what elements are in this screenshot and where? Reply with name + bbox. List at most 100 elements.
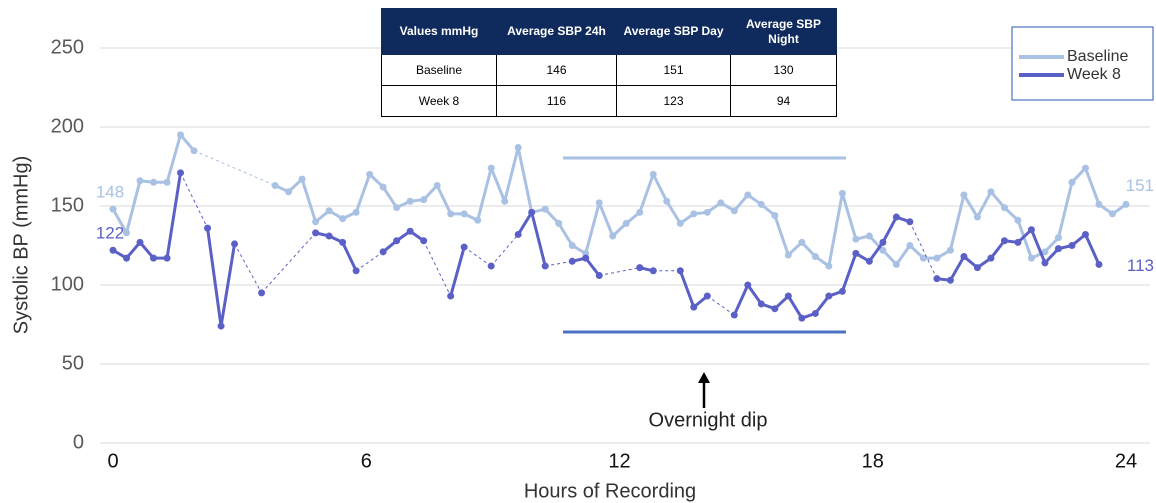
- data-point: [879, 238, 887, 246]
- data-point: [757, 200, 765, 208]
- data-point: [136, 238, 144, 246]
- data-point: [1027, 226, 1035, 234]
- data-point: [474, 216, 482, 224]
- data-point: [312, 229, 320, 237]
- data-point: [1000, 237, 1008, 245]
- legend-label: Baseline: [1067, 48, 1128, 65]
- data-point: [649, 170, 657, 178]
- data-point: [217, 322, 225, 330]
- series-line: [678, 270, 709, 309]
- data-point: [123, 229, 131, 237]
- y-tick-label: 150: [51, 194, 84, 216]
- data-point: [690, 303, 698, 311]
- data-point: [501, 197, 509, 205]
- data-point: [1108, 210, 1116, 218]
- table-cell: Week 8: [381, 85, 497, 117]
- data-point: [946, 246, 954, 254]
- data-point: [1054, 234, 1062, 242]
- data-point: [568, 242, 576, 249]
- data-point: [460, 243, 468, 251]
- data-point: [514, 230, 522, 238]
- data-point: [325, 207, 333, 215]
- data-point: [730, 311, 738, 319]
- data-point: [595, 199, 603, 207]
- gap-connector: [423, 240, 452, 297]
- data-point: [636, 264, 644, 272]
- data-point: [447, 292, 455, 300]
- data-point: [1000, 204, 1008, 212]
- data-point: [285, 188, 293, 196]
- data-point: [420, 237, 428, 245]
- data-point: [865, 257, 873, 265]
- data-point: [339, 215, 347, 223]
- data-point: [703, 208, 711, 216]
- data-point: [406, 197, 414, 205]
- gap-connector: [707, 295, 735, 316]
- start-label: 122: [96, 224, 124, 243]
- data-point: [352, 208, 360, 216]
- y-axis-label: Systolic BP (mmHg): [10, 156, 32, 335]
- data-point: [892, 260, 900, 268]
- data-point: [906, 242, 914, 249]
- series-line: [274, 146, 1127, 268]
- data-point: [879, 246, 887, 254]
- data-point: [420, 196, 428, 204]
- data-point: [1041, 248, 1049, 256]
- data-point: [487, 262, 495, 270]
- data-point: [163, 254, 171, 262]
- data-point: [622, 219, 630, 227]
- data-point: [393, 237, 401, 245]
- data-point: [757, 300, 765, 308]
- end-label: 151: [1126, 176, 1154, 195]
- data-point: [933, 275, 941, 283]
- x-tick-label: 18: [862, 450, 884, 472]
- data-point: [150, 178, 158, 186]
- data-point: [798, 238, 806, 246]
- data-point: [541, 205, 549, 213]
- table-cell: 130: [730, 54, 837, 86]
- data-point: [379, 248, 387, 256]
- data-point: [379, 183, 387, 191]
- data-point: [487, 164, 495, 172]
- data-point: [366, 170, 374, 178]
- gap-connector: [261, 232, 316, 294]
- data-point: [946, 276, 954, 284]
- data-point: [1054, 245, 1062, 253]
- y-tick-label: 100: [51, 273, 84, 295]
- data-point: [298, 175, 306, 183]
- data-point: [1068, 242, 1076, 249]
- data-point: [987, 254, 995, 262]
- gap-connector: [180, 172, 208, 229]
- summary-table: Values mmHg Average SBP 24h Average SBP …: [381, 8, 837, 117]
- data-point: [1122, 200, 1130, 208]
- annotation-arrowhead: [698, 372, 710, 383]
- series-line: [382, 229, 425, 253]
- data-point: [973, 213, 981, 221]
- data-point: [541, 262, 549, 270]
- data-point: [811, 309, 819, 317]
- data-point: [973, 264, 981, 272]
- y-tick-label: 250: [51, 36, 84, 58]
- data-point: [595, 272, 603, 280]
- x-tick-label: 12: [608, 450, 630, 472]
- data-point: [852, 235, 860, 243]
- data-point: [339, 238, 347, 246]
- annotation: Overnight dip: [649, 409, 768, 431]
- gap-connector: [599, 267, 640, 277]
- data-point: [717, 199, 725, 207]
- data-point: [190, 147, 198, 155]
- table-cell: 146: [496, 54, 617, 86]
- y-tick-label: 200: [51, 115, 84, 137]
- end-label: 113: [1127, 256, 1154, 275]
- table-header: Average SBP Day: [616, 8, 731, 55]
- data-point: [312, 218, 320, 226]
- data-point: [177, 131, 185, 139]
- data-point: [838, 189, 846, 197]
- data-point: [514, 144, 522, 152]
- gap-connector: [234, 243, 263, 294]
- gap-connector: [193, 150, 276, 186]
- table-cell: 123: [616, 85, 731, 117]
- gap-connector: [490, 234, 519, 267]
- data-point: [555, 219, 563, 227]
